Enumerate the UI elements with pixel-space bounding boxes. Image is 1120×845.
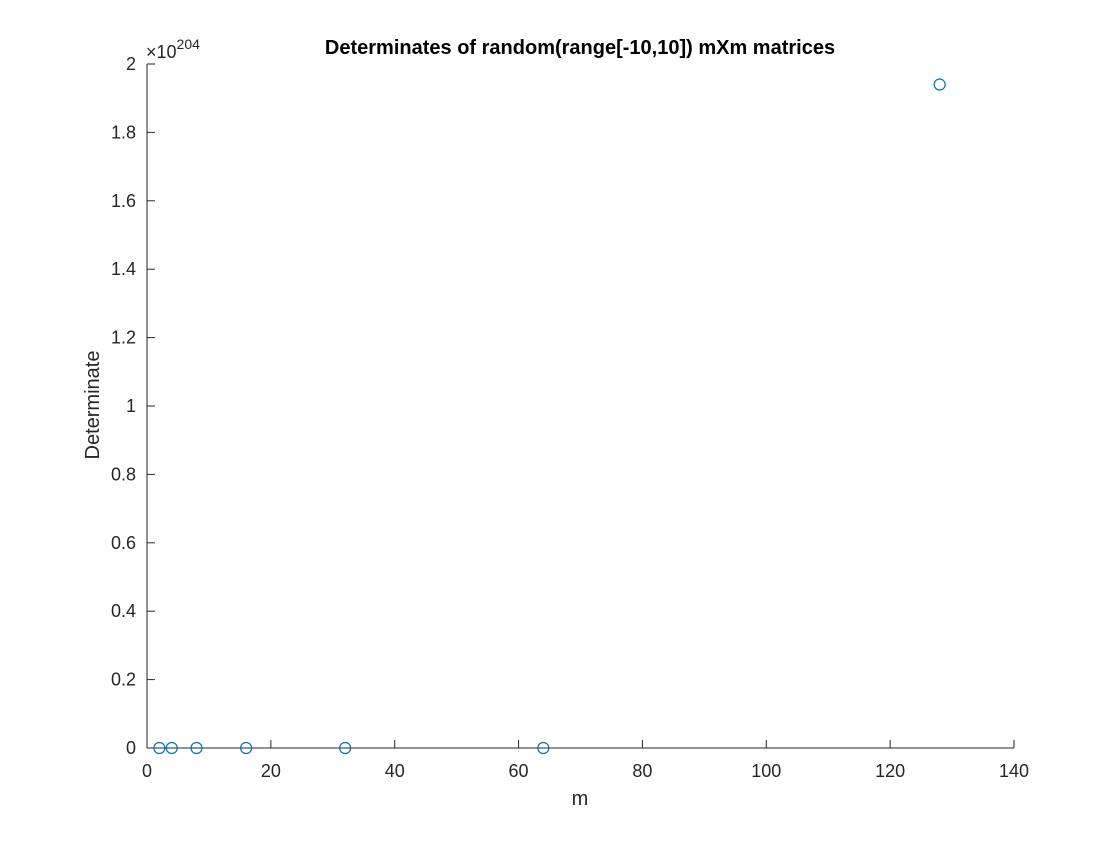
y-exponent-power: 204 — [177, 36, 201, 52]
y-axis-label: Determinate — [82, 351, 104, 460]
y-tick-label: 0.8 — [111, 464, 136, 484]
data-point — [239, 741, 253, 755]
y-tick-label: 0.6 — [111, 533, 136, 553]
y-tick-label: 0.2 — [111, 670, 136, 690]
data-point — [190, 741, 203, 755]
x-tick-label: 140 — [999, 761, 1029, 781]
y-axis-ticks: 0 0.2 0.4 0.6 0.8 1 1.2 1.4 1.6 1.8 2 — [111, 54, 155, 758]
axes — [146, 64, 1014, 749]
data-point — [339, 741, 352, 755]
data-point — [537, 741, 550, 755]
x-tick-label: 80 — [632, 761, 652, 781]
y-tick-label: 2 — [126, 54, 136, 74]
y-axis-exponent: ×10204 — [146, 36, 200, 62]
x-tick-label: 120 — [875, 761, 905, 781]
y-tick-label: 1.4 — [111, 259, 136, 279]
svg-text:×10204: ×10204 — [146, 36, 200, 62]
y-tick-label: 1.2 — [111, 328, 136, 348]
y-exponent-prefix: ×10 — [146, 42, 177, 62]
x-tick-label: 20 — [261, 761, 281, 781]
x-tick-label: 40 — [385, 761, 405, 781]
chart-title: Determinates of random(range[-10,10]) mX… — [325, 37, 835, 59]
x-tick-label: 100 — [751, 761, 781, 781]
data-point — [933, 78, 946, 91]
data-point — [165, 741, 178, 755]
x-axis-ticks: 0 20 40 60 80 100 120 140 — [142, 740, 1029, 781]
x-axis-label: m — [572, 788, 589, 810]
data-points — [153, 78, 946, 755]
y-tick-label: 1 — [126, 396, 136, 416]
y-tick-label: 1.6 — [111, 191, 136, 211]
x-tick-label: 0 — [142, 761, 152, 781]
y-tick-label: 0 — [126, 738, 136, 758]
y-tick-label: 0.4 — [111, 601, 136, 621]
y-tick-label: 1.8 — [111, 122, 136, 142]
x-tick-label: 60 — [509, 761, 529, 781]
data-point — [153, 741, 166, 755]
